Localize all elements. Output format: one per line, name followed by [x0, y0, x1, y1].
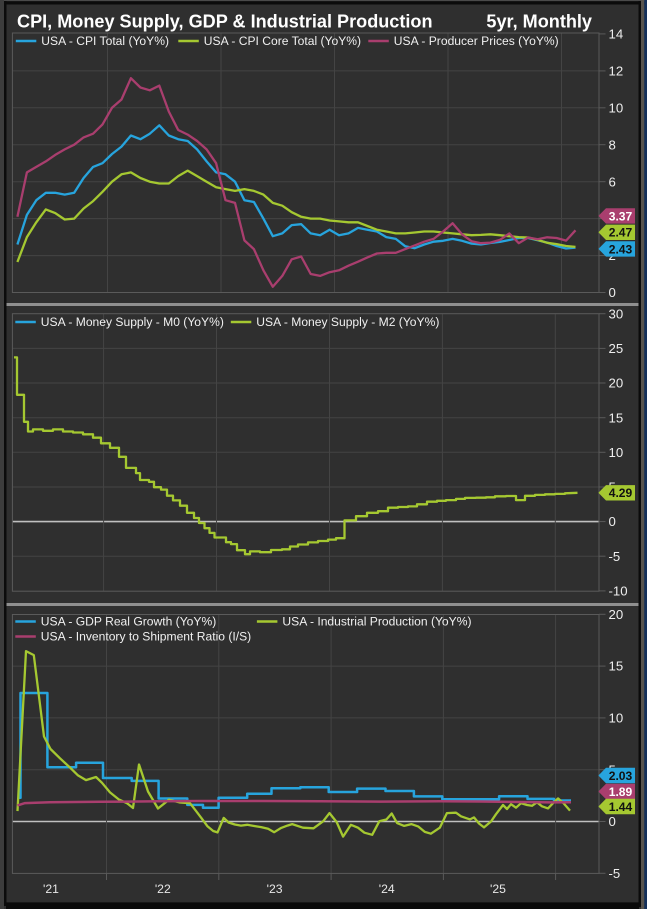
svg-text:0: 0 — [609, 814, 616, 829]
svg-text:15: 15 — [609, 659, 624, 674]
svg-text:1.44: 1.44 — [609, 800, 633, 814]
svg-text:10: 10 — [609, 445, 624, 460]
svg-text:0: 0 — [609, 285, 616, 300]
svg-text:'24: '24 — [379, 882, 395, 896]
svg-text:'23: '23 — [267, 882, 283, 896]
svg-text:25: 25 — [609, 341, 624, 356]
svg-text:'22: '22 — [155, 882, 171, 896]
svg-text:-10: -10 — [609, 584, 628, 599]
svg-text:5yr, Monthly: 5yr, Monthly — [486, 12, 592, 32]
svg-text:0: 0 — [609, 514, 616, 529]
svg-text:USA - Money Supply - M0 (YoY%): USA - Money Supply - M0 (YoY%) — [41, 315, 224, 329]
svg-text:10: 10 — [609, 711, 624, 726]
svg-text:4.29: 4.29 — [609, 486, 633, 500]
svg-text:-5: -5 — [609, 549, 621, 564]
svg-text:-5: -5 — [609, 866, 621, 881]
svg-text:14: 14 — [609, 27, 624, 42]
svg-text:20: 20 — [609, 376, 624, 391]
svg-text:USA - GDP Real Growth (YoY%): USA - GDP Real Growth (YoY%) — [41, 615, 216, 629]
svg-text:10: 10 — [609, 100, 624, 115]
svg-text:'25: '25 — [490, 882, 506, 896]
svg-text:8: 8 — [609, 137, 616, 152]
svg-text:USA - Inventory to Shipment Ra: USA - Inventory to Shipment Ratio (I/S) — [41, 630, 251, 644]
svg-text:6: 6 — [609, 174, 616, 189]
svg-text:USA - CPI Total (YoY%): USA - CPI Total (YoY%) — [41, 34, 169, 48]
svg-text:30: 30 — [609, 306, 624, 321]
svg-text:CPI, Money Supply, GDP & Indus: CPI, Money Supply, GDP & Industrial Prod… — [17, 12, 433, 32]
svg-text:USA - CPI Core Total (YoY%): USA - CPI Core Total (YoY%) — [204, 34, 361, 48]
svg-text:2.47: 2.47 — [609, 226, 633, 240]
svg-text:15: 15 — [609, 410, 624, 425]
svg-text:20: 20 — [609, 607, 624, 622]
svg-text:3.37: 3.37 — [609, 209, 633, 223]
svg-text:2.43: 2.43 — [609, 242, 633, 256]
svg-text:2.03: 2.03 — [609, 769, 633, 783]
svg-text:USA - Industrial Production (Y: USA - Industrial Production (YoY%) — [282, 615, 471, 629]
svg-text:USA - Money Supply - M2 (YoY%): USA - Money Supply - M2 (YoY%) — [256, 315, 439, 329]
svg-text:1.89: 1.89 — [609, 785, 633, 799]
svg-text:'21: '21 — [43, 882, 59, 896]
svg-text:USA - Producer Prices (YoY%): USA - Producer Prices (YoY%) — [394, 34, 559, 48]
svg-text:12: 12 — [609, 64, 624, 79]
